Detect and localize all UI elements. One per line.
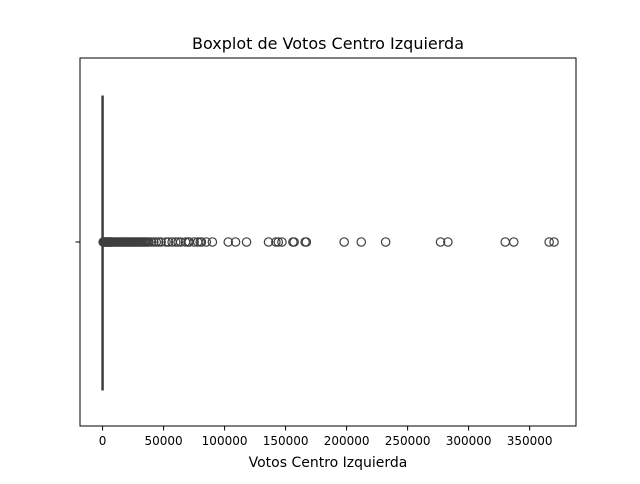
outlier-point bbox=[277, 237, 287, 247]
x-axis-ticks: 0 50000 100000 150000 200000 250000 300000 3500… bbox=[99, 426, 553, 448]
outlier-point bbox=[356, 237, 367, 247]
outlier-point bbox=[149, 237, 159, 247]
outlier-point bbox=[170, 237, 181, 247]
outlier-point bbox=[435, 237, 446, 247]
outlier-point bbox=[223, 237, 234, 247]
outlier-point bbox=[189, 237, 199, 247]
outlier-point bbox=[151, 237, 162, 247]
outlier-point bbox=[544, 237, 554, 247]
x-tick-label: 100000 bbox=[202, 434, 248, 448]
x-tick-label: 350000 bbox=[507, 434, 553, 448]
outlier-point bbox=[144, 237, 154, 247]
outlier-point bbox=[289, 237, 299, 247]
outlier-point bbox=[156, 237, 166, 247]
x-tick-label: 150000 bbox=[263, 434, 309, 448]
outlier-point bbox=[443, 237, 453, 247]
x-axis-label: Votos Centro Izquierda bbox=[249, 455, 408, 471]
x-tick-label: 300000 bbox=[446, 434, 492, 448]
chart-title: Boxplot de Votos Centro Izquierda bbox=[192, 34, 464, 53]
outlier-point bbox=[380, 237, 391, 247]
outlier-point bbox=[163, 237, 174, 247]
box-elements bbox=[101, 95, 104, 391]
outlier-point bbox=[301, 237, 312, 247]
x-tick-label: 250000 bbox=[385, 434, 431, 448]
outlier-point bbox=[173, 237, 184, 247]
outlier-point bbox=[146, 237, 157, 247]
outlier-point bbox=[201, 237, 212, 247]
outlier-point bbox=[153, 237, 164, 247]
outlier-point bbox=[273, 237, 284, 247]
outlier-point bbox=[230, 237, 241, 247]
outlier-markers bbox=[98, 237, 559, 247]
outlier-point bbox=[500, 237, 511, 247]
x-tick-label: 200000 bbox=[324, 434, 370, 448]
outlier-point bbox=[241, 237, 252, 247]
x-tick-label: 0 bbox=[99, 434, 107, 448]
outlier-point bbox=[161, 237, 171, 247]
outlier-point bbox=[549, 237, 559, 247]
x-tick-label: 50000 bbox=[144, 434, 182, 448]
outlier-point bbox=[271, 237, 281, 247]
outlier-point bbox=[508, 237, 519, 247]
outlier-point bbox=[263, 237, 274, 247]
outlier-point bbox=[339, 237, 349, 247]
outlier-point bbox=[207, 237, 218, 247]
outlier-point bbox=[196, 237, 207, 247]
